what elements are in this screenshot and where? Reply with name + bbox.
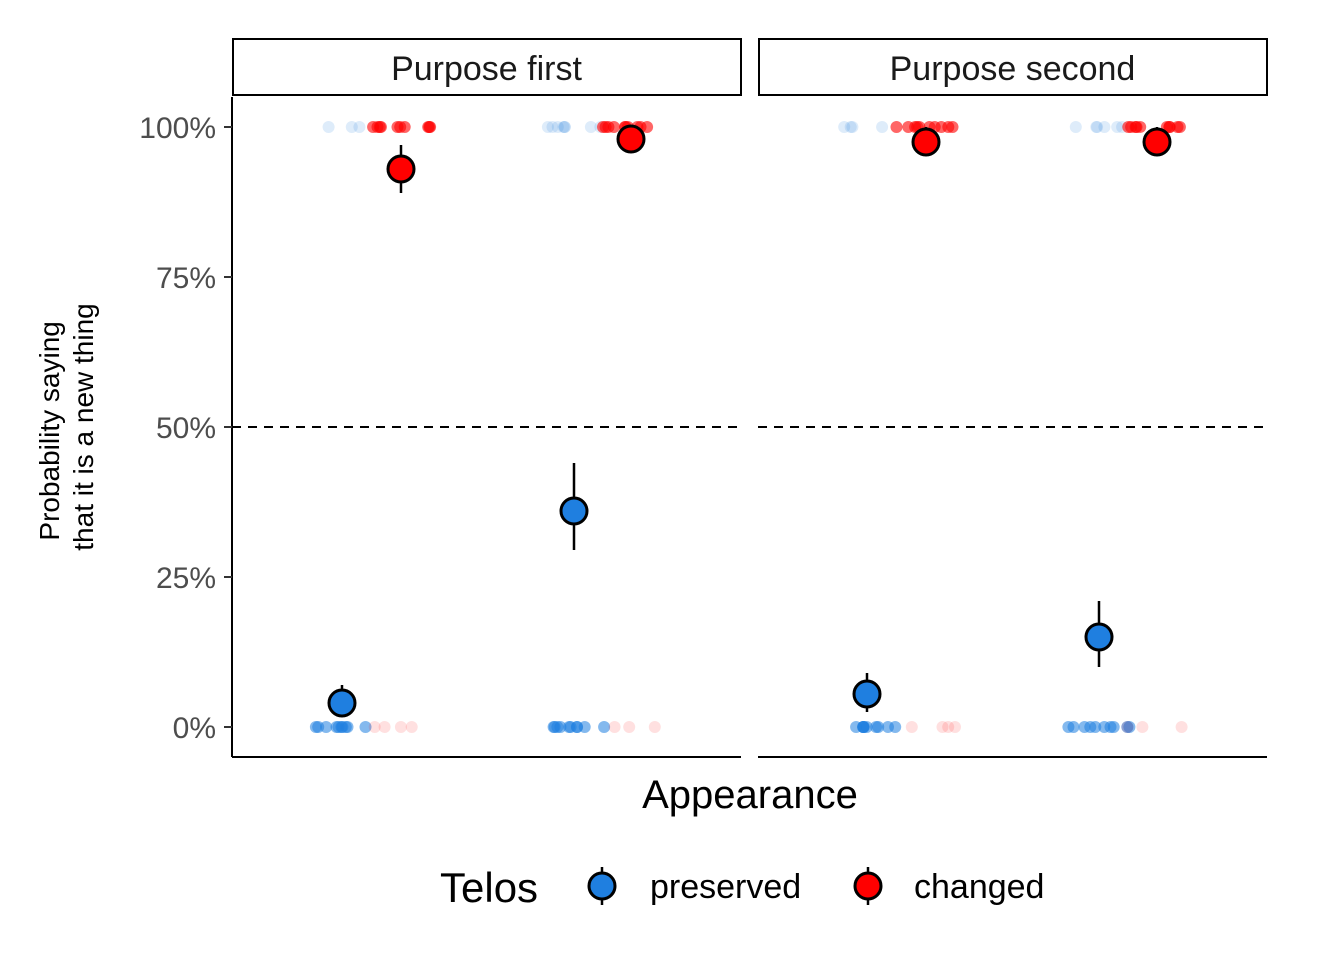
raw-point — [353, 121, 366, 133]
raw-point — [341, 721, 354, 733]
raw-point — [541, 121, 554, 133]
raw-point — [1089, 721, 1102, 733]
x-axis-label: Appearance — [642, 773, 858, 817]
raw-point — [359, 721, 372, 733]
facet-panel: Purpose second — [758, 38, 1268, 758]
legend-key-point — [587, 871, 617, 901]
raw-point — [623, 721, 636, 733]
raw-point — [368, 721, 381, 733]
y-axis-label-line-2: that it is a new thing — [68, 303, 99, 550]
y-tick-label: 0% — [173, 712, 216, 745]
y-tick-label: 75% — [156, 262, 216, 295]
raw-point — [876, 121, 889, 133]
legend-item: changed — [853, 867, 1044, 906]
raw-point — [607, 121, 620, 133]
raw-point — [584, 121, 597, 133]
raw-point — [1123, 721, 1136, 733]
raw-point — [1111, 121, 1124, 133]
raw-point — [905, 721, 918, 733]
mean-point — [1084, 622, 1114, 652]
raw-point — [322, 121, 335, 133]
legend-title: Telos — [440, 864, 538, 911]
mean-point — [559, 496, 589, 526]
y-axis: 0% 25% 50% 75% 100% — [139, 97, 233, 757]
mean-point — [1142, 127, 1172, 157]
legend-key-point — [853, 871, 883, 901]
facet-strip-label: Purpose first — [391, 50, 582, 88]
raw-point — [890, 121, 903, 133]
raw-point — [1090, 121, 1103, 133]
raw-point — [546, 121, 559, 133]
raw-point — [378, 721, 391, 733]
raw-point — [598, 721, 611, 733]
facet-strip — [758, 38, 1268, 96]
raw-point — [648, 721, 661, 733]
raw-point — [558, 121, 571, 133]
raw-point — [558, 121, 571, 133]
raw-point — [330, 721, 343, 733]
raw-point — [902, 121, 915, 133]
legend-label: preserved — [650, 868, 801, 906]
legend-item: preserved — [587, 867, 801, 906]
panels-layer: Purpose first Purpose second — [232, 38, 1268, 758]
raw-point — [570, 721, 583, 733]
raw-point — [942, 721, 955, 733]
facet-panel: Purpose first — [232, 38, 742, 758]
facet-strip-label: Purpose second — [890, 50, 1136, 88]
raw-point — [1171, 121, 1184, 133]
y-axis-label-line-1: Probability saying — [34, 321, 65, 540]
raw-point — [371, 121, 384, 133]
raw-point — [882, 721, 894, 733]
raw-point — [846, 121, 859, 133]
raw-point — [936, 721, 949, 733]
raw-point — [309, 721, 322, 733]
raw-point — [551, 121, 564, 133]
legend: Telos preserved changed — [440, 864, 1044, 911]
raw-point — [1121, 721, 1134, 733]
raw-point — [1125, 121, 1138, 133]
raw-point — [394, 721, 407, 733]
raw-point — [320, 721, 333, 733]
y-tick-label: 100% — [139, 112, 216, 145]
raw-point — [838, 121, 851, 133]
raw-point — [1098, 721, 1111, 733]
mean-point — [386, 154, 416, 184]
raw-point — [1067, 721, 1080, 733]
legend-label: changed — [914, 868, 1044, 906]
raw-point — [857, 721, 870, 733]
mean-point — [616, 124, 646, 154]
raw-point — [1107, 721, 1120, 733]
facet-strip — [232, 38, 742, 96]
mean-point — [852, 679, 882, 709]
raw-point — [870, 721, 883, 733]
raw-point — [423, 121, 436, 133]
raw-point — [345, 121, 358, 133]
raw-point — [1098, 121, 1111, 133]
y-tick-label: 50% — [156, 412, 216, 445]
raw-point — [557, 121, 570, 133]
mean-point — [327, 688, 357, 718]
raw-point — [1069, 121, 1082, 133]
y-axis-label: Probability saying that it is a new thin… — [34, 303, 99, 550]
raw-point — [1091, 121, 1104, 133]
raw-point — [949, 721, 961, 733]
mean-point — [911, 127, 941, 157]
raw-point — [844, 121, 857, 133]
y-tick-label: 25% — [156, 562, 216, 595]
raw-point — [1136, 721, 1149, 733]
raw-point — [405, 721, 418, 733]
raw-point — [1175, 721, 1188, 733]
raw-point — [597, 121, 609, 133]
raw-point — [608, 721, 621, 733]
raw-point — [391, 121, 404, 133]
raw-point — [551, 721, 564, 733]
